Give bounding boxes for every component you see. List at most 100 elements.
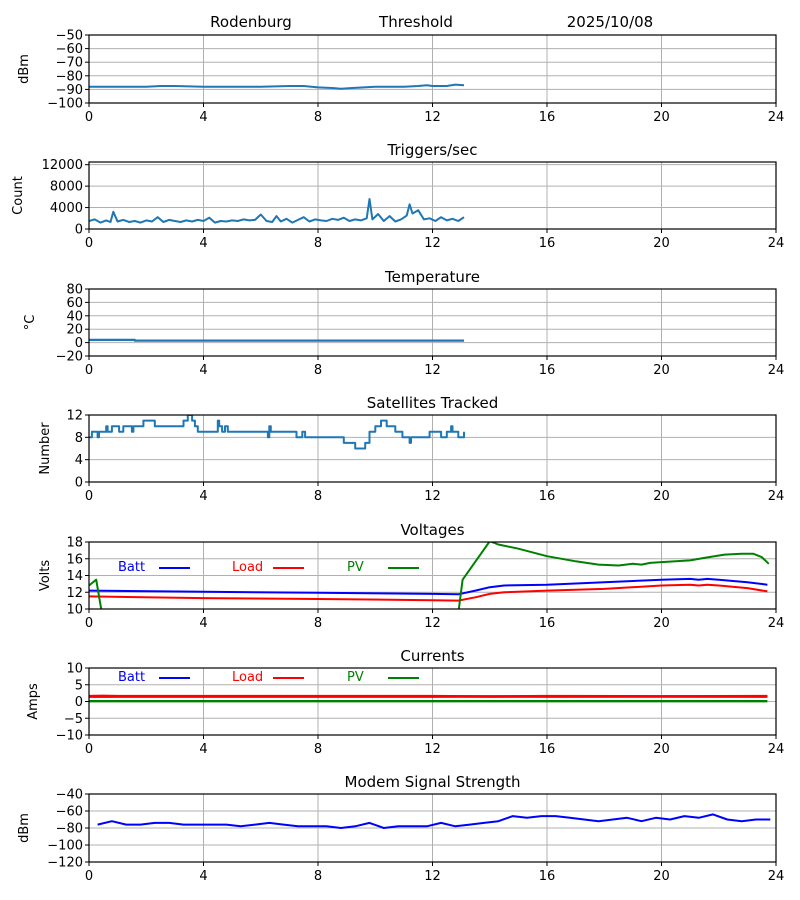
series-line-triggers-triggers [89, 198, 465, 224]
x-tick-label: 12 [424, 616, 441, 631]
y-tick-label: 12 [66, 586, 83, 601]
x-tick-label: 12 [424, 869, 441, 884]
y-tick-label: 60 [66, 296, 83, 311]
x-tick-label: 0 [85, 363, 93, 378]
y-axis-label: °C [23, 315, 38, 331]
panel-modem: 0 4 8 12 16 20 24 −120 −100 −80 −60 −40 dBm Modem Sig… [17, 773, 784, 884]
x-tick-label: 20 [653, 489, 670, 504]
x-tick-label: 8 [314, 110, 322, 125]
x-tick-label: 24 [768, 363, 785, 378]
x-tick-label: 24 [768, 742, 785, 757]
x-tick-label: 4 [199, 236, 207, 251]
y-tick-label: −40 [56, 788, 83, 803]
panel-signal: 0 4 8 12 16 20 24 −100−90−80−70−60−50 dBm [17, 29, 784, 126]
y-tick-label: 4 [75, 453, 83, 468]
header-date: 2025/10/08 [567, 13, 653, 31]
legend-label-load: Load [232, 560, 263, 575]
x-tick-label: 20 [653, 363, 670, 378]
y-tick-label: 80 [66, 283, 83, 298]
x-tick-label: 16 [539, 869, 556, 884]
x-tick-label: 0 [85, 489, 93, 504]
x-tick-label: 4 [199, 742, 207, 757]
x-tick-label: 0 [85, 742, 93, 757]
x-tick-label: 4 [199, 869, 207, 884]
series-line-voltages-batt [89, 577, 768, 596]
y-tick-label: 0 [75, 695, 83, 710]
x-tick-label: 8 [314, 489, 322, 504]
y-tick-label: −60 [56, 42, 83, 57]
legend-label-pv: PV [347, 670, 364, 685]
x-tick-label: 12 [424, 110, 441, 125]
y-tick-label: 16 [66, 552, 83, 567]
x-tick-label: 4 [199, 110, 207, 125]
series-line-satellites-satellites [89, 415, 465, 450]
y-tick-label: −120 [47, 856, 83, 871]
x-tick-label: 24 [768, 489, 785, 504]
series-line-currents-load [89, 694, 768, 698]
x-tick-label: 24 [768, 236, 785, 251]
y-tick-label: 14 [66, 569, 83, 584]
x-tick-label: 16 [539, 489, 556, 504]
x-tick-label: 4 [199, 616, 207, 631]
y-tick-label: 5 [75, 678, 83, 693]
x-tick-label: 20 [653, 616, 670, 631]
panel-title: Temperature [384, 268, 480, 286]
y-tick-label: 20 [66, 323, 83, 338]
y-tick-label: −100 [47, 839, 83, 854]
y-tick-label: 0 [75, 336, 83, 351]
y-tick-label: 4000 [50, 201, 83, 216]
x-tick-label: 20 [653, 742, 670, 757]
x-tick-label: 24 [768, 616, 785, 631]
panel-satellites: 0 4 8 12 16 20 24 0 4 8 12 Number Satellites Tracked [38, 394, 784, 504]
x-tick-label: 12 [424, 363, 441, 378]
y-tick-label: −10 [56, 729, 83, 744]
x-tick-label: 0 [85, 236, 93, 251]
panel-title: Triggers/sec [387, 141, 478, 159]
y-tick-label: 12 [66, 409, 83, 424]
y-tick-label: −90 [56, 83, 83, 98]
y-axis-label: Volts [38, 560, 53, 592]
x-tick-label: 24 [768, 869, 785, 884]
legend-label-batt: Batt [118, 670, 145, 685]
y-axis-label: Number [38, 422, 53, 475]
y-tick-label: −80 [56, 822, 83, 837]
y-tick-label: 18 [66, 536, 83, 551]
y-axis-label: dBm [17, 54, 32, 84]
y-axis-label: Amps [26, 683, 41, 720]
y-tick-label: 12000 [42, 158, 83, 173]
y-tick-label: −60 [56, 805, 83, 820]
y-tick-label: 0 [75, 223, 83, 238]
x-tick-label: 12 [424, 742, 441, 757]
header-station: Rodenburg [210, 13, 292, 31]
x-tick-label: 4 [199, 489, 207, 504]
x-tick-label: 16 [539, 616, 556, 631]
legend-label-pv: PV [347, 560, 364, 575]
series-line-signal-signal [89, 83, 465, 90]
series-line-temperature-temperature [89, 338, 464, 342]
legend-label-batt: Batt [118, 560, 145, 575]
x-tick-label: 16 [539, 363, 556, 378]
x-tick-label: 16 [539, 236, 556, 251]
y-tick-label: 0 [75, 476, 83, 491]
x-tick-label: 8 [314, 869, 322, 884]
x-tick-label: 8 [314, 236, 322, 251]
y-tick-label: 8 [75, 431, 83, 446]
y-tick-label: −100 [47, 97, 83, 112]
x-tick-label: 4 [199, 363, 207, 378]
y-tick-label: −50 [56, 29, 83, 44]
y-tick-label: −70 [56, 56, 83, 71]
x-tick-label: 0 [85, 616, 93, 631]
panel-title: Modem Signal Strength [345, 773, 521, 791]
x-tick-label: 12 [424, 489, 441, 504]
y-tick-label: −5 [64, 712, 83, 727]
panel-title: Voltages [400, 521, 464, 539]
y-tick-label: 10 [66, 603, 83, 618]
x-tick-label: 16 [539, 742, 556, 757]
x-tick-label: 8 [314, 742, 322, 757]
legend-label-load: Load [232, 670, 263, 685]
header-mode: Threshold [378, 13, 453, 31]
panel-title: Satellites Tracked [367, 394, 498, 412]
x-tick-label: 0 [85, 110, 93, 125]
